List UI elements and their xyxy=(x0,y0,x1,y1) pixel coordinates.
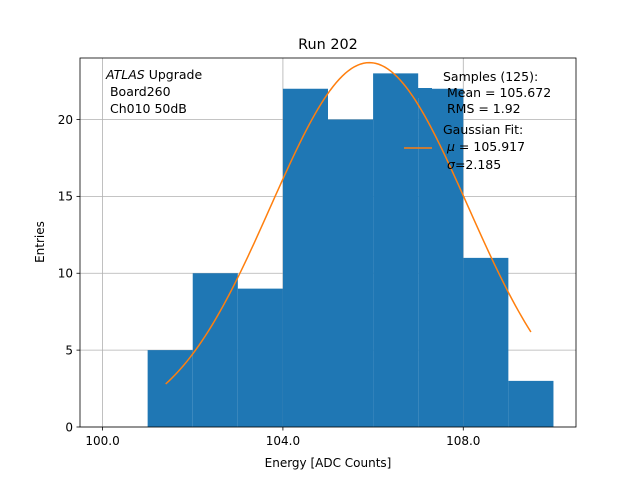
histogram-bar-4 xyxy=(328,119,374,427)
y-tick-label-1: 5 xyxy=(65,343,73,357)
sigma-symbol: σ xyxy=(447,157,456,172)
mu-value: = 105.917 xyxy=(455,139,525,154)
legend-fit-line-1: Gaussian Fit: xyxy=(443,122,523,137)
histogram-bar-2 xyxy=(237,288,283,427)
legend: Samples (125): Mean = 105.672 RMS = 1.92… xyxy=(404,69,551,172)
x-tick-label-0: 100.0 xyxy=(85,434,119,448)
histogram-bar-7 xyxy=(463,257,509,427)
legend-samples-line-3: RMS = 1.92 xyxy=(443,101,521,116)
x-axis-label: Energy [ADC Counts] xyxy=(265,456,392,470)
upgrade-label: Upgrade xyxy=(145,67,203,82)
legend-samples-swatch xyxy=(418,88,432,98)
y-axis-label: Entries xyxy=(33,221,47,263)
chart-title: Run 202 xyxy=(298,37,358,53)
atlas-annotation: ATLAS Upgrade xyxy=(105,67,202,82)
histogram-bar-1 xyxy=(192,273,238,427)
atlas-label: ATLAS xyxy=(105,67,145,82)
sigma-value: =2.185 xyxy=(455,157,501,172)
legend-samples-line-1: Samples (125): xyxy=(443,69,538,84)
board-annotation: Board260 xyxy=(106,84,171,99)
histogram-bar-8 xyxy=(508,380,554,427)
x-tick-label-2: 108.0 xyxy=(446,434,480,448)
histogram-bar-5 xyxy=(373,73,419,427)
x-tick-label-1: 104.0 xyxy=(266,434,300,448)
axis-ticks: 100.0 104.0 108.0 0 5 10 15 20 xyxy=(58,113,481,448)
y-tick-label-4: 20 xyxy=(58,113,73,127)
y-tick-label-3: 15 xyxy=(58,190,73,204)
legend-fit-line-2: μ = 105.917 xyxy=(446,139,525,154)
y-tick-label-2: 10 xyxy=(58,267,73,281)
legend-samples-line-2: Mean = 105.672 xyxy=(443,85,551,100)
fit-curve-line xyxy=(165,61,532,385)
legend-fit-line-3: σ=2.185 xyxy=(447,157,501,172)
axes-frame xyxy=(79,57,577,428)
mu-symbol: μ xyxy=(446,139,455,154)
channel-annotation: Ch010 50dB xyxy=(106,101,187,116)
histogram-bar-3 xyxy=(282,88,328,427)
gaussian-fit-curve xyxy=(165,61,532,385)
y-tick-label-0: 0 xyxy=(65,420,73,434)
